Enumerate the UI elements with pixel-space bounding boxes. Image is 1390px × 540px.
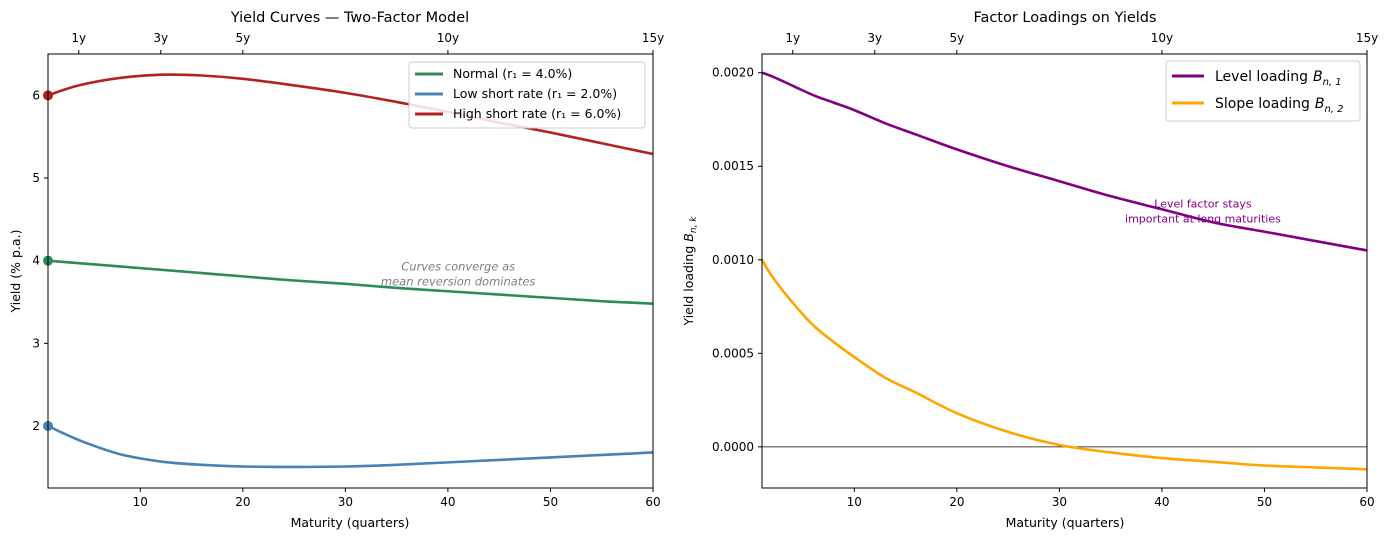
- legend: Level loading Bn, 1 Slope loading Bn, 2: [1165, 60, 1361, 122]
- plot-frame: [761, 53, 1368, 489]
- x-tick-label-30: 30: [338, 495, 353, 509]
- x-tick-label-20: 20: [949, 495, 964, 509]
- y-axis-label-text: Yield loading: [681, 246, 696, 327]
- top-tick-label-5y: 5y: [235, 31, 250, 45]
- plot-frame: [47, 53, 654, 489]
- x-axis-label: Maturity (quarters): [291, 515, 410, 530]
- series-lines: [760, 71, 1368, 471]
- series-lines: [47, 73, 654, 469]
- series-line-slope-loading: [760, 259, 1368, 471]
- x-tick-label-50: 50: [543, 495, 558, 509]
- legend-box: [408, 61, 646, 129]
- legend-label-high: High short rate (r₁ = 6.0%): [453, 106, 621, 121]
- annotation-line-2: mean reversion dominates: [381, 275, 536, 289]
- y-axis-label-math: B: [681, 233, 696, 242]
- x-axis: 10 20 30 40 50 60: [847, 488, 1375, 509]
- annotation-line-2: important at long maturities: [1125, 212, 1281, 225]
- top-tick-label-1y: 1y: [785, 31, 800, 45]
- y-tick-label-6: 6: [32, 88, 40, 102]
- y-tick-label-0-0020: 0.0020: [712, 66, 754, 80]
- legend-label-slope: Slope loading Bn, 2: [1215, 96, 1344, 115]
- top-tick-label-10y: 10y: [437, 31, 459, 45]
- top-axis: 1y 3y 5y 10y 15y: [785, 31, 1378, 54]
- legend-box: [1165, 60, 1361, 122]
- legend-label-low: Low short rate (r₁ = 2.0%): [453, 86, 617, 101]
- y-tick-label-2: 2: [32, 419, 40, 433]
- x-axis-label: Maturity (quarters): [1006, 515, 1125, 530]
- top-axis: 1y 3y 5y 10y 15y: [71, 31, 664, 54]
- x-tick-label-60: 60: [645, 495, 660, 509]
- legend: Normal (r₁ = 4.0%) Low short rate (r₁ = …: [408, 61, 646, 129]
- x-tick-label-10: 10: [847, 495, 862, 509]
- x-tick-label-40: 40: [1154, 495, 1169, 509]
- legend-label-level: Level loading Bn, 1: [1215, 69, 1342, 88]
- series-line-level-loading: [761, 71, 1368, 252]
- chart-title: Factor Loadings on Yields: [973, 10, 1156, 26]
- x-axis: 10 20 30 40 50 60: [133, 488, 661, 509]
- y-tick-label-3: 3: [32, 336, 40, 350]
- series-line-low-short-rate-r-2-0: [47, 424, 654, 469]
- annotation-line-1: Level factor stays: [1154, 197, 1252, 210]
- y-axis: 0.0000 0.0005 0.0010 0.0015 0.0020: [712, 66, 762, 454]
- y-tick-label-0-0015: 0.0015: [712, 159, 754, 173]
- chart-factor-loadings: Factor Loadings on Yields 1y 3y 5y 10y 15y 1…: [681, 10, 1378, 530]
- top-tick-label-15y: 15y: [1356, 31, 1378, 45]
- legend-label-level-text: Level loading: [1215, 69, 1308, 85]
- y-tick-label-5: 5: [32, 171, 40, 185]
- top-tick-label-3y: 3y: [153, 31, 168, 45]
- chart-title: Yield Curves — Two-Factor Model: [230, 10, 469, 26]
- y-axis-label: Yield loading Bn, k: [681, 216, 699, 327]
- y-tick-label-0-0010: 0.0010: [712, 253, 754, 267]
- top-tick-label-10y: 10y: [1151, 31, 1173, 45]
- top-tick-label-15y: 15y: [642, 31, 664, 45]
- legend-label-normal: Normal (r₁ = 4.0%): [453, 66, 572, 81]
- legend-label-slope-text: Slope loading: [1215, 96, 1310, 112]
- x-tick-label-60: 60: [1359, 495, 1374, 509]
- x-tick-label-30: 30: [1052, 495, 1067, 509]
- series-line-normal-r-4-0: [47, 259, 654, 305]
- y-tick-label-4: 4: [32, 254, 40, 268]
- legend-label-level-sub: n, 1: [1323, 77, 1342, 88]
- x-tick-label-40: 40: [440, 495, 455, 509]
- series-line-high-short-rate-r-6-0: [47, 73, 654, 156]
- legend-label-slope-sub: n, 2: [1324, 104, 1343, 115]
- x-tick-label-50: 50: [1257, 495, 1272, 509]
- chart-yield-curves: Yield Curves — Two-Factor Model 1y 3y 5y 10…: [8, 10, 664, 530]
- y-tick-label-0-0005: 0.0005: [712, 346, 754, 360]
- y-axis-label-sub: n, k: [689, 216, 699, 233]
- top-tick-label-3y: 3y: [867, 31, 882, 45]
- x-tick-label-20: 20: [235, 495, 250, 509]
- legend-label-level-math: B: [1313, 69, 1323, 85]
- x-tick-label-10: 10: [133, 495, 148, 509]
- top-tick-label-5y: 5y: [949, 31, 964, 45]
- legend-label-slope-math: B: [1315, 96, 1325, 112]
- y-tick-label-0-0000: 0.0000: [712, 440, 754, 454]
- top-tick-label-1y: 1y: [71, 31, 86, 45]
- y-axis-label: Yield (% p.a.): [8, 230, 23, 314]
- annotation-line-1: Curves converge as: [401, 260, 515, 274]
